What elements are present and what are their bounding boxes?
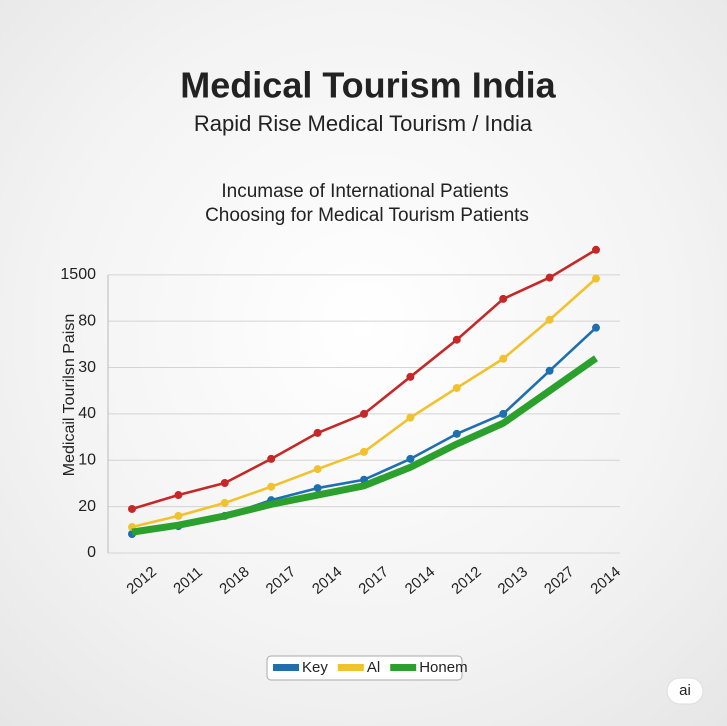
legend-label: Key [302,659,328,676]
x-tick-label: 2012 [448,563,484,597]
legend-label: Honem [419,659,467,676]
point [499,354,508,363]
y-tick-label: 1500 [60,266,96,283]
point [406,454,415,463]
point [545,315,554,324]
x-tick-label: 2012 [123,563,159,597]
point [406,413,415,422]
y-axis-label: Medicail Tourilsn Paisn [61,314,78,476]
point [592,323,600,332]
legend-swatch [390,664,417,671]
legend-swatch [273,664,299,671]
legend-swatch [337,664,364,671]
title: Medical Tourism India [180,65,556,106]
point [545,366,554,375]
series-line [131,355,599,536]
legend: Key Al Honem [266,655,468,681]
point [220,498,229,507]
watermark-badge [666,677,704,705]
y-tick-label: 30 [78,359,96,376]
point [592,274,600,283]
y-tick-label: 20 [78,498,96,515]
x-tick-label: 2017 [355,563,391,597]
point [220,478,229,487]
y-tick-label: 40 [78,405,96,422]
point [313,484,322,493]
point [267,482,276,491]
point [360,409,368,418]
point [267,454,276,463]
legend-label: Al [367,659,380,676]
point [452,383,461,392]
point [592,245,600,254]
chart-title: Choosing for Medical Tourism Patients [205,205,529,226]
chart-title: Incumase of International Patients [221,181,508,202]
x-tick-label: 2014 [309,563,345,597]
point [174,511,183,520]
x-tick-label: 2027 [541,563,577,597]
legend-box [266,655,463,681]
point [360,447,368,456]
point [499,294,508,303]
point [406,372,415,381]
watermark: ai [679,682,691,699]
point [313,465,322,474]
point [545,273,554,282]
point [499,409,508,418]
point [174,491,183,500]
x-tick-label: 2014 [402,563,438,597]
x-tick-label: 2017 [263,563,299,597]
point [452,429,461,438]
point [128,504,136,513]
x-tick-label: 2018 [216,563,252,597]
y-tick-label: 80 [78,312,96,329]
x-tick-label: 2014 [587,563,623,597]
x-tick-label: 2011 [170,564,206,598]
point [313,428,322,437]
subtitle: Rapid Rise Medical Tourism / India [194,111,533,136]
point [452,335,461,344]
y-tick-label: 10 [78,451,96,468]
x-tick-label: 2013 [495,563,531,597]
series-line [131,248,597,511]
series-line [131,326,597,536]
y-tick-label: 0 [87,544,96,561]
